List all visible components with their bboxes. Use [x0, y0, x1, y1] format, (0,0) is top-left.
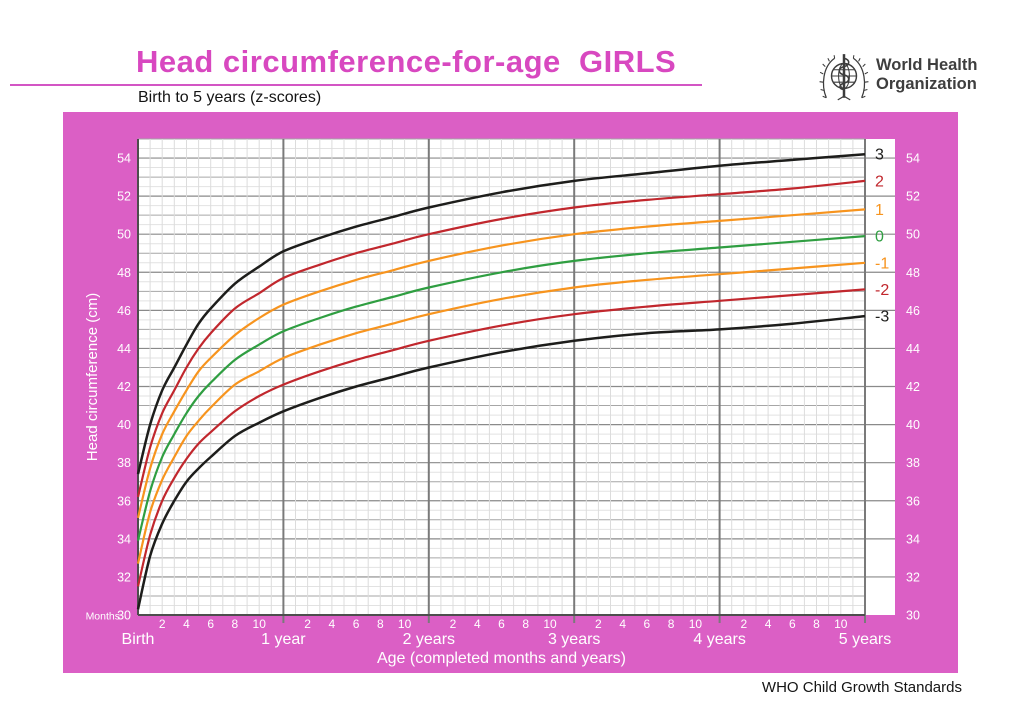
year-label: 3 years: [548, 631, 600, 648]
month-tick-label: 4: [619, 617, 626, 631]
month-tick-label: 6: [207, 617, 214, 631]
year-label: 2 years: [403, 631, 455, 648]
y-axis-label-right: 46: [906, 304, 920, 318]
y-axis-label-right: 50: [906, 228, 920, 242]
year-label: 1 year: [261, 631, 306, 648]
y-axis-label-left: 34: [117, 532, 131, 546]
month-tick-label: 2: [740, 617, 747, 631]
month-tick-label: 10: [834, 617, 848, 631]
page-title: Head circumference-for-age GIRLS: [136, 44, 677, 79]
y-axis-label-right: 42: [906, 380, 920, 394]
y-axis-label-left: 52: [117, 190, 131, 204]
month-tick-label: 10: [543, 617, 557, 631]
who-logo-text: World Health Organization: [876, 56, 977, 94]
y-axis-label-left: 32: [117, 570, 131, 584]
month-tick-label: 10: [689, 617, 703, 631]
month-tick-label: 8: [813, 617, 820, 631]
month-tick-label: 4: [474, 617, 481, 631]
curve-z3: [136, 152, 866, 475]
curve-z2: [136, 179, 866, 498]
month-tick-label: 2: [304, 617, 311, 631]
x-axis-title: Age (completed months and years): [377, 650, 626, 667]
y-axis-label-right: 54: [906, 152, 920, 166]
zscore-label: 1: [875, 202, 884, 219]
zscore-label: 0: [875, 229, 884, 246]
y-axis-label-left: 38: [117, 456, 131, 470]
page-subtitle: Birth to 5 years (z-scores): [138, 89, 322, 106]
y-axis-label-left: 54: [117, 152, 131, 166]
who-logo-line1: World Health: [876, 56, 978, 74]
months-unit-label: Months: [86, 611, 120, 623]
month-tick-label: 2: [450, 617, 457, 631]
y-axis-label-right: 52: [906, 190, 920, 204]
curve-z1: [136, 208, 866, 519]
month-tick-label: 4: [183, 617, 190, 631]
y-axis-label-right: 40: [906, 418, 920, 432]
who-logo-line2: Organization: [876, 75, 977, 93]
month-tick-label: 6: [644, 617, 651, 631]
who-emblem-icon: [819, 54, 869, 101]
y-axis-title: Head circumference (cm): [84, 293, 101, 461]
month-tick-label: 8: [232, 617, 239, 631]
title-underline: [10, 84, 702, 86]
y-axis-label-left: 36: [117, 494, 131, 508]
year-label: Birth: [122, 631, 155, 648]
curve-z-3: [136, 314, 866, 610]
month-tick-label: 8: [522, 617, 529, 631]
y-axis-label-right: 44: [906, 342, 920, 356]
y-axis-label-right: 30: [906, 609, 920, 623]
zscore-label: 3: [875, 147, 884, 164]
y-axis-label-left: 44: [117, 342, 131, 356]
month-tick-label: 4: [765, 617, 772, 631]
y-axis-label-left: 30: [117, 609, 131, 623]
y-axis-label-left: 42: [117, 380, 131, 394]
curve-z0: [136, 235, 866, 541]
year-label: 5 years: [839, 631, 891, 648]
y-axis-label-right: 34: [906, 532, 920, 546]
zscore-label: -1: [875, 255, 889, 272]
y-axis-label-left: 50: [117, 228, 131, 242]
month-tick-label: 8: [377, 617, 384, 631]
zscore-label: -3: [875, 309, 889, 326]
month-tick-label: 2: [159, 617, 166, 631]
year-label: 4 years: [693, 631, 745, 648]
curve-z-2: [136, 288, 866, 587]
month-tick-label: 4: [329, 617, 336, 631]
y-axis-label-right: 36: [906, 494, 920, 508]
month-tick-label: 6: [789, 617, 796, 631]
month-tick-label: 2: [595, 617, 602, 631]
y-axis-label-left: 46: [117, 304, 131, 318]
curve-z-1: [136, 261, 866, 564]
month-tick-label: 8: [668, 617, 675, 631]
y-axis-label-right: 32: [906, 570, 920, 584]
month-tick-label: 6: [498, 617, 505, 631]
month-tick-label: 6: [353, 617, 360, 631]
footer-note: WHO Child Growth Standards: [761, 679, 962, 696]
zscore-label: -2: [875, 282, 889, 299]
growth-chart-panel: 3 2 1 0 -1 -2 -3 54 54 52 52 50 50 48 48 46 46 44 44 42 42 40…: [63, 112, 958, 673]
month-tick-label: 10: [253, 617, 267, 631]
y-axis-label-left: 48: [117, 266, 131, 280]
month-tick-label: 10: [398, 617, 412, 631]
y-axis-label-right: 38: [906, 456, 920, 470]
zscore-label: 2: [875, 173, 884, 190]
y-axis-label-left: 40: [117, 418, 131, 432]
who-logo: World Health Organization: [818, 48, 1018, 108]
y-axis-label-right: 48: [906, 266, 920, 280]
